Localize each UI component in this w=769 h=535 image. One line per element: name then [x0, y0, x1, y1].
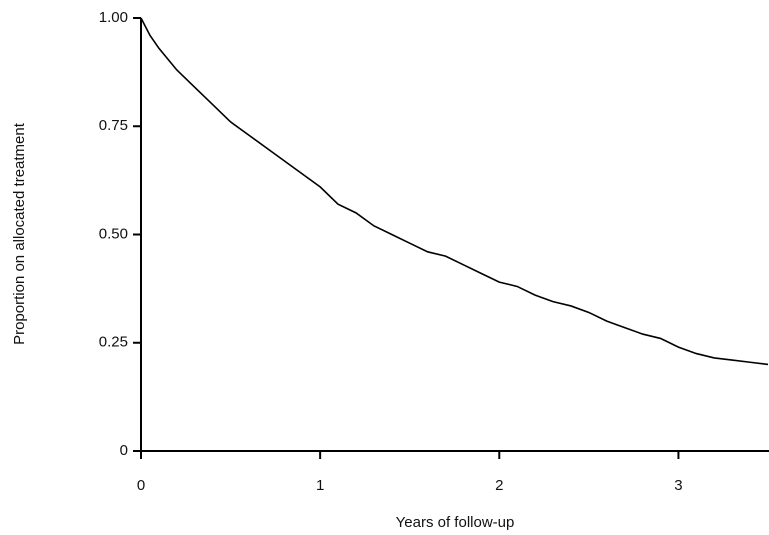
- y-tick-label: 0.25: [99, 334, 128, 351]
- x-tick-label: 3: [674, 477, 682, 494]
- y-axis-label: Proportion on allocated treatment: [11, 122, 28, 345]
- x-tick-label: 0: [137, 477, 145, 494]
- y-tick-label: 1.00: [99, 9, 128, 26]
- x-axis-label: Years of follow-up: [396, 514, 515, 531]
- x-tick-label: 1: [316, 477, 324, 494]
- y-tick-label: 0.50: [99, 225, 128, 242]
- y-tick-label: 0.75: [99, 117, 128, 134]
- y-tick-label: 0: [120, 442, 128, 459]
- survival-curve: [140, 17, 769, 366]
- x-tick-label: 2: [495, 477, 503, 494]
